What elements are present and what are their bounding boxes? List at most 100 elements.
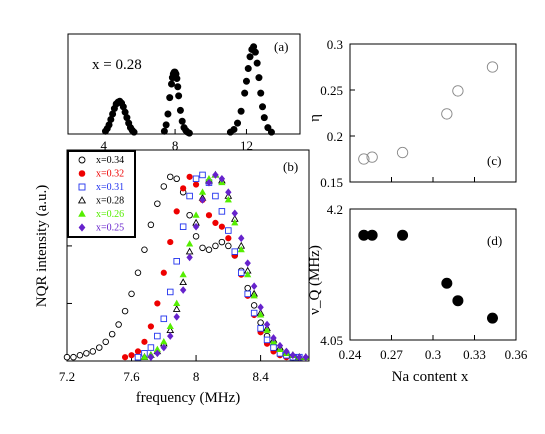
data-point xyxy=(162,121,170,129)
data-point xyxy=(173,299,181,306)
data-point xyxy=(160,337,168,345)
data-point xyxy=(244,270,252,278)
data-point xyxy=(212,171,219,179)
y-tick-label: 0.15 xyxy=(320,175,343,190)
data-point xyxy=(185,247,194,255)
panel-c-chart: (c) 0.15 0.2 0.25 0.3 η xyxy=(307,37,517,190)
legend-marker xyxy=(78,223,86,232)
panel-a-chart: (a) x = 0.28 4 8 12 xyxy=(67,33,301,153)
data-point xyxy=(218,223,225,230)
panel-b-legend: x=0.34 x=0.32 x=0.31 x=0.28 x=0.26 x=0.25 xyxy=(67,150,136,238)
data-point xyxy=(192,175,200,183)
data-point xyxy=(205,212,213,219)
data-point xyxy=(89,348,97,355)
data-point xyxy=(257,89,265,97)
data-point xyxy=(160,183,168,190)
panel-c-y-ticks: 0.15 0.2 0.25 0.3 xyxy=(320,37,475,190)
legend-marker xyxy=(77,196,87,204)
panel-a-label: (a) xyxy=(274,39,288,54)
data-point xyxy=(218,208,226,215)
panel-d-chart: (d) 4.05 4.2 0.24 0.27 0.3 0.33 0.36 ν_Q (MHz)… xyxy=(307,202,528,385)
data-point xyxy=(172,305,181,312)
panel-d-ticks: 4.05 4.2 0.24 0.27 0.3 0.33 0.36 xyxy=(320,202,528,362)
panel-d-x-axis-label: Na content x xyxy=(392,369,469,385)
data-point xyxy=(244,284,251,292)
data-point xyxy=(452,295,464,307)
data-point xyxy=(250,291,258,299)
data-point xyxy=(147,323,154,330)
panel-c-label: (c) xyxy=(487,153,501,168)
panel-d-y-axis-label: ν_Q (MHz) xyxy=(307,245,323,315)
panel-b-chart: (b) 7.2 7.6 8 8.4 frequency (MHz) NQR inten… xyxy=(34,149,310,406)
data-point xyxy=(264,124,272,132)
panel-b-y-axis-label: NQR intensity (a.u.) xyxy=(34,185,50,307)
data-point xyxy=(230,125,238,133)
data-point xyxy=(154,332,161,340)
data-point xyxy=(186,211,193,219)
legend-entry: x=0.26 xyxy=(96,209,124,220)
data-point xyxy=(250,282,258,291)
data-point xyxy=(238,234,245,243)
panel-a-points xyxy=(101,43,275,137)
data-point xyxy=(173,75,181,83)
data-point xyxy=(96,344,103,351)
panel-c-y-axis-label: η xyxy=(307,114,323,122)
data-point xyxy=(205,178,213,187)
data-point xyxy=(224,196,232,203)
data-point xyxy=(166,94,174,102)
data-point xyxy=(250,309,258,317)
data-point xyxy=(257,325,264,332)
data-point xyxy=(246,53,254,61)
data-point xyxy=(237,269,245,277)
data-point xyxy=(250,302,258,309)
data-point xyxy=(167,332,174,340)
y-tick-label: 4.2 xyxy=(327,202,343,217)
x-tick-label: 8.4 xyxy=(252,369,269,384)
data-point xyxy=(108,330,116,338)
data-point xyxy=(289,351,297,360)
x-tick-label: 7.6 xyxy=(123,369,140,384)
data-point xyxy=(83,350,90,357)
data-point xyxy=(141,338,148,345)
data-point xyxy=(154,349,161,358)
data-point xyxy=(276,341,284,350)
data-point xyxy=(147,221,155,229)
data-point xyxy=(259,103,267,111)
data-point xyxy=(366,151,378,163)
data-point xyxy=(179,270,187,278)
data-point xyxy=(237,245,245,253)
data-point xyxy=(212,242,219,250)
data-point xyxy=(257,319,264,326)
data-point xyxy=(396,146,409,159)
data-point xyxy=(244,65,252,73)
data-point xyxy=(199,171,206,179)
data-point xyxy=(244,290,251,298)
data-point xyxy=(225,235,232,242)
legend-entry: x=0.31 xyxy=(96,182,124,193)
data-point xyxy=(147,353,155,361)
data-point xyxy=(225,242,232,250)
data-point xyxy=(231,219,239,226)
data-point xyxy=(168,80,176,88)
data-point xyxy=(241,89,249,97)
data-point xyxy=(260,114,268,122)
data-point xyxy=(486,312,498,324)
data-point xyxy=(167,288,174,296)
data-point xyxy=(199,196,206,204)
data-point xyxy=(134,269,142,277)
data-point xyxy=(199,244,206,252)
data-point xyxy=(218,238,226,246)
data-point xyxy=(192,233,200,240)
data-point xyxy=(452,85,464,97)
panel-b-x-axis-label: frequency (MHz) xyxy=(136,390,241,406)
data-point xyxy=(397,229,409,241)
data-point xyxy=(160,127,168,135)
x-tick-label: 8 xyxy=(193,369,200,384)
legend-box xyxy=(67,150,136,238)
panel-d-label: (d) xyxy=(487,233,502,248)
data-point xyxy=(251,48,259,56)
data-point xyxy=(244,259,251,268)
data-point xyxy=(186,253,193,262)
legend-entry: x=0.28 xyxy=(96,196,124,207)
legend-marker xyxy=(78,183,86,191)
